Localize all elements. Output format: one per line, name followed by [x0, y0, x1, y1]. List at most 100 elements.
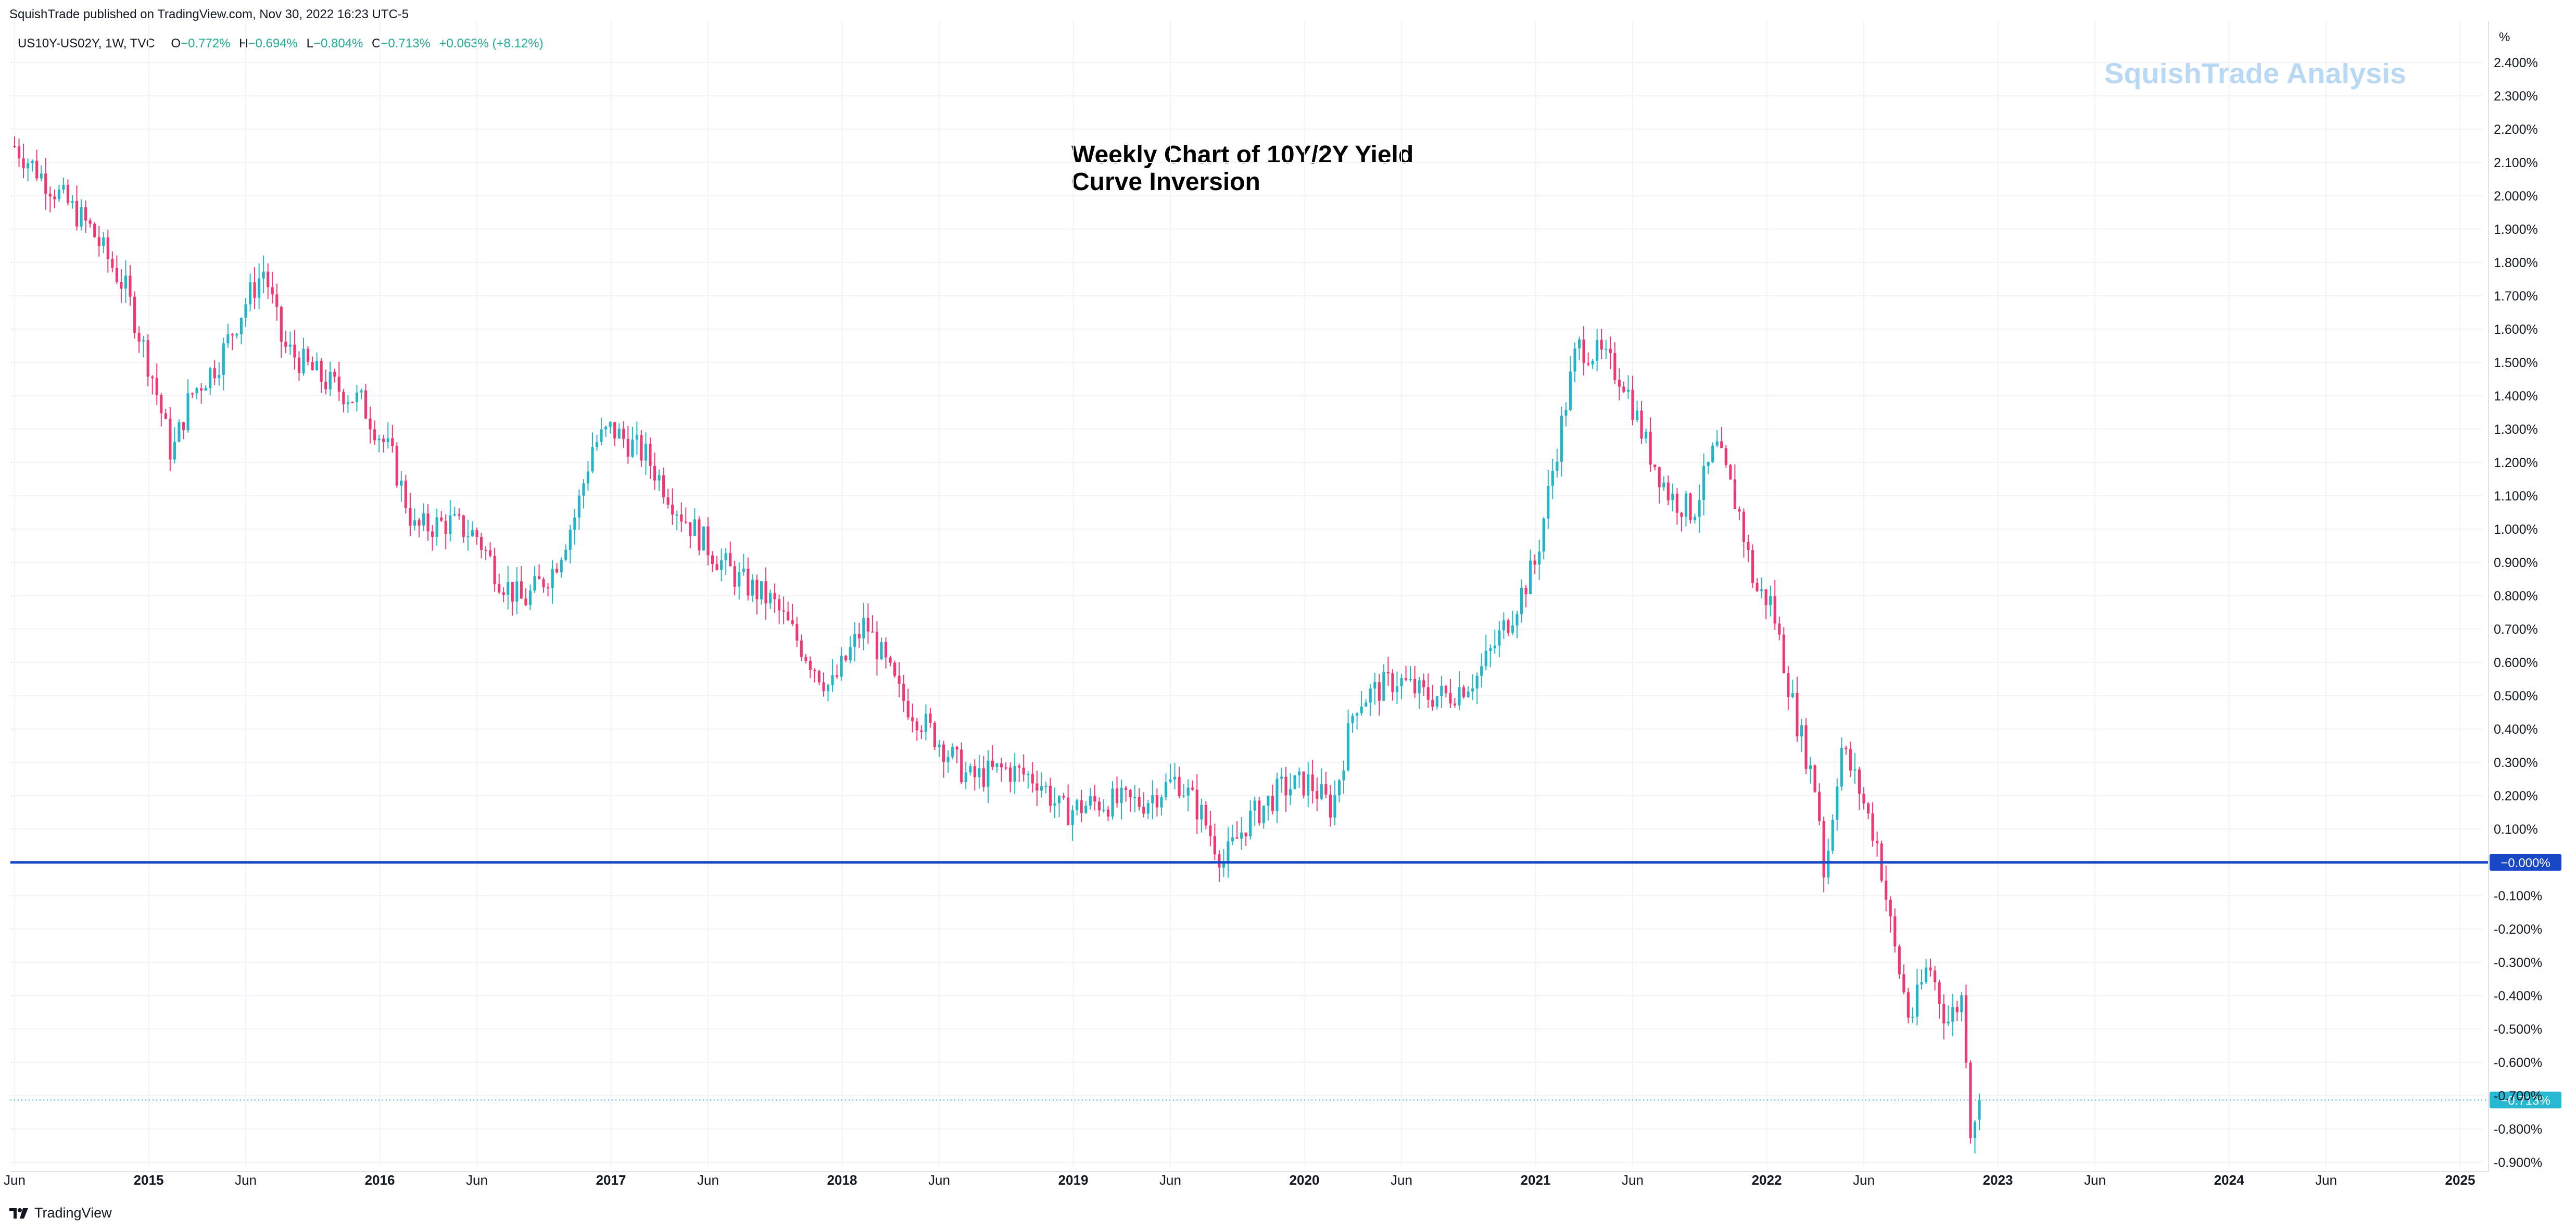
candle-body [884, 642, 888, 658]
y-tick-label: -0.300% [2494, 956, 2542, 970]
candle-body [1942, 1004, 1946, 1024]
candle-body [1467, 691, 1470, 697]
chart-title-line2: Curve Inversion [1071, 168, 1260, 196]
candle-body [1662, 482, 1665, 487]
candle-body [1813, 765, 1816, 792]
candle-body [178, 422, 181, 442]
candle-body [302, 348, 305, 373]
candle-body [373, 429, 376, 441]
candle-body [404, 480, 407, 508]
candle-body [1222, 862, 1226, 868]
candle-body [893, 662, 896, 676]
candle-body [862, 618, 865, 638]
candle-body [1538, 551, 1541, 565]
candle-body [1853, 769, 1857, 771]
x-tick-label: Jun [4, 1172, 26, 1188]
candle-body [560, 559, 563, 572]
candle-body [1520, 587, 1523, 614]
x-tick-label: 2018 [827, 1172, 857, 1188]
candle-body [1022, 768, 1025, 775]
candle-body [1729, 465, 1732, 480]
candle-body [738, 572, 741, 587]
candle-body [493, 556, 496, 584]
close-value: −0.713% [381, 36, 431, 51]
candle-body [684, 521, 687, 523]
candle-body [346, 401, 349, 405]
candlestick-series [13, 136, 1981, 1153]
candle-body [653, 466, 656, 481]
candle-body [547, 587, 550, 588]
candle-body [804, 657, 807, 661]
candle-body [1760, 589, 1763, 591]
candle-body [768, 593, 772, 604]
candle-body [462, 516, 465, 537]
candle-body [902, 684, 905, 701]
x-tick-label: 2016 [365, 1172, 395, 1188]
candle-body [507, 582, 510, 595]
candle-body [435, 517, 438, 537]
candle-body [1622, 386, 1625, 392]
zero-price-badge-label: −0.000% [2501, 856, 2550, 870]
y-tick-label: 1.200% [2494, 456, 2538, 470]
candle-body [1422, 680, 1425, 687]
candle-body [1724, 448, 1727, 465]
candle-body [1458, 687, 1461, 706]
candle-body [44, 173, 47, 194]
candle-body [978, 768, 981, 777]
candle-body [1071, 810, 1074, 825]
candle-body [115, 268, 118, 282]
price-axis[interactable]: 2.400% 2.300% 2.200% 2.100% 2.000% 1.900% 1.80… [2488, 21, 2542, 1172]
candle-body [604, 426, 608, 430]
candle-body [222, 343, 225, 375]
candle-body [1311, 774, 1314, 791]
candle-body [911, 717, 914, 722]
candle-body [395, 446, 398, 486]
candle-body [1498, 630, 1501, 646]
candle-body [1204, 805, 1207, 826]
candle-body [1742, 511, 1746, 542]
y-tick-label: 1.000% [2494, 522, 2538, 537]
candle-body [649, 444, 652, 466]
candle-body [1573, 348, 1576, 372]
x-tick-label: 2015 [134, 1172, 164, 1188]
time-axis[interactable]: Jun 2015 Jun 2016 Jun 2017 Jun 2018 Jun 2019 Jun 20… [4, 1171, 2489, 1188]
y-tick-label: 2.000% [2494, 189, 2538, 204]
candle-body [1516, 614, 1519, 626]
candle-body [248, 282, 252, 305]
candle-body [1400, 677, 1403, 686]
candle-body [533, 576, 536, 591]
candle-body [267, 271, 270, 287]
candle-body [933, 723, 937, 747]
candle-body [778, 599, 781, 611]
candle-body [186, 393, 190, 431]
candle-body [288, 344, 292, 347]
candle-body [369, 418, 372, 430]
y-tick-label: 1.900% [2494, 222, 2538, 237]
chart-overlays: −0.000% −0.713% [10, 854, 2561, 1109]
candle-body [329, 371, 332, 390]
y-tick-label: 2.200% [2494, 122, 2538, 137]
candle-body [209, 368, 212, 388]
candle-body [195, 388, 198, 394]
candle-body [191, 393, 194, 395]
y-tick-label: 0.300% [2494, 756, 2538, 770]
candle-body [466, 536, 470, 537]
candle-body [817, 671, 821, 683]
candle-body [920, 730, 923, 732]
candle-body [315, 361, 319, 370]
candle-body [1027, 774, 1030, 775]
candle-body [1711, 445, 1714, 462]
symbol-label[interactable]: US10Y-US02Y, 1W, TVC [18, 36, 155, 51]
x-tick-label: Jun [2315, 1172, 2337, 1188]
candle-body [866, 618, 869, 632]
y-tick-label: 2.300% [2494, 89, 2538, 104]
candle-body [742, 569, 745, 572]
candle-body [413, 520, 416, 526]
candle-body [1831, 820, 1834, 851]
candle-body [106, 237, 109, 259]
candle-body [1351, 716, 1354, 723]
candle-body [551, 569, 554, 588]
candle-body [1938, 982, 1941, 1005]
candle-body [1675, 494, 1678, 513]
